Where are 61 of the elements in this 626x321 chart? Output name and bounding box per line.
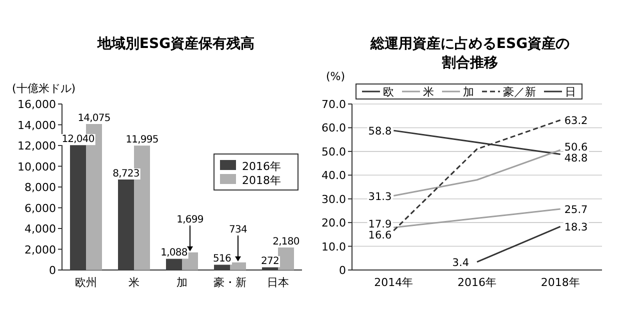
y-tick-label: 2,000 bbox=[24, 243, 56, 256]
y-tick-label: 30.0 bbox=[322, 192, 346, 206]
bar bbox=[230, 262, 246, 270]
data-label: 16.6 bbox=[368, 230, 392, 242]
data-label: 8,723 bbox=[112, 168, 140, 180]
chart-title: 総運用資産に占めるESG資産の割合推移 bbox=[369, 35, 570, 71]
data-label: 12,040 bbox=[62, 134, 94, 146]
y-tick-label: 20.0 bbox=[322, 216, 346, 230]
legend-label: 欧 bbox=[383, 86, 394, 98]
data-label: 17.9 bbox=[368, 218, 392, 231]
y-axis-title: (十億米ドル) bbox=[12, 82, 76, 95]
x-tick-label: 2016年 bbox=[458, 276, 496, 289]
y-tick-label: 8,000 bbox=[24, 181, 56, 194]
y-axis-title: (%) bbox=[326, 70, 346, 83]
y-tick-label: 6,000 bbox=[24, 202, 56, 215]
data-label: 2,180 bbox=[272, 236, 300, 248]
legend-label: 米 bbox=[423, 86, 434, 98]
y-tick-label: 10.0 bbox=[322, 240, 346, 254]
legend-label: 2016年 bbox=[242, 160, 281, 173]
legend-label: 豪／新 bbox=[503, 86, 536, 98]
y-tick-label: 0 bbox=[49, 264, 56, 277]
y-tick-label: 4,000 bbox=[24, 222, 56, 236]
x-tick-label: 豪・新 bbox=[214, 276, 246, 289]
legend-label: 加 bbox=[463, 86, 474, 98]
y-tick-label: 14,000 bbox=[18, 118, 56, 132]
data-label: 63.2 bbox=[564, 115, 588, 128]
bar bbox=[118, 180, 134, 270]
y-tick-label: 10,000 bbox=[18, 160, 56, 174]
legend-label: 2018年 bbox=[242, 174, 281, 187]
y-tick-label: 50.0 bbox=[322, 145, 346, 158]
data-label: 31.3 bbox=[368, 190, 392, 203]
data-label: 516 bbox=[213, 254, 231, 265]
bar bbox=[70, 145, 86, 270]
data-label: 50.6 bbox=[564, 142, 588, 154]
x-tick-label: 2018年 bbox=[540, 276, 580, 289]
data-label: 1,699 bbox=[176, 214, 204, 226]
x-tick-label: 日本 bbox=[267, 276, 289, 289]
data-label: 1,088 bbox=[160, 248, 188, 259]
chart-title: 地域別ESG資産保有残高 bbox=[96, 35, 255, 52]
data-label: 272 bbox=[261, 256, 279, 268]
data-label: 734 bbox=[229, 224, 247, 236]
data-label: 25.7 bbox=[564, 204, 588, 216]
data-label: 14,075 bbox=[78, 112, 110, 124]
x-tick-label: 加 bbox=[176, 276, 188, 289]
data-label: 3.4 bbox=[452, 256, 470, 269]
y-tick-label: 60.0 bbox=[322, 122, 346, 135]
data-label: 58.8 bbox=[368, 126, 392, 138]
y-tick-label: 70.0 bbox=[322, 98, 346, 111]
bar bbox=[278, 247, 294, 270]
x-tick-label: 米 bbox=[128, 276, 140, 289]
bar bbox=[262, 267, 278, 270]
legend-label: 日 bbox=[565, 86, 576, 98]
y-tick-label: 12,000 bbox=[18, 140, 56, 152]
x-tick-label: 欧州 bbox=[75, 276, 97, 289]
data-label: 18.3 bbox=[564, 222, 588, 234]
y-tick-label: 16,000 bbox=[18, 98, 56, 111]
y-tick-label: 40.0 bbox=[322, 169, 346, 182]
y-tick-label: 0 bbox=[339, 264, 346, 277]
data-label: 48.8 bbox=[564, 152, 588, 165]
data-label: 11,995 bbox=[126, 134, 158, 146]
x-tick-label: 2014年 bbox=[374, 276, 414, 289]
